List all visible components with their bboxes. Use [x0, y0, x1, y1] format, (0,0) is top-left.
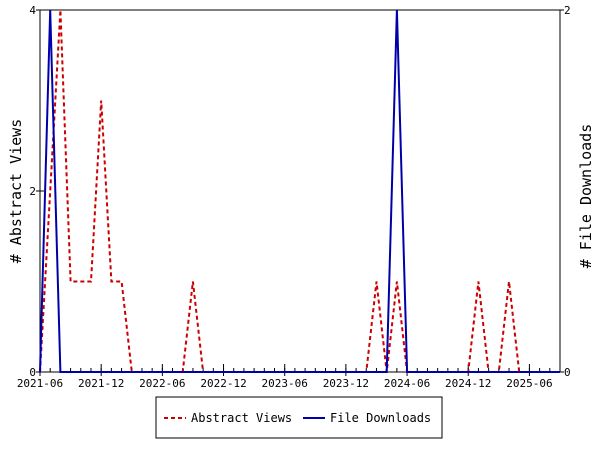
y-left-tick-label: 0 — [29, 366, 36, 379]
legend-box — [155, 396, 443, 439]
y-left-tick-label: 2 — [29, 185, 36, 198]
x-tick-label: 2022-12 — [200, 377, 246, 390]
x-tick-label: 2023-12 — [323, 377, 369, 390]
x-tick-label: 2024-06 — [384, 377, 430, 390]
plot-area — [39, 9, 561, 373]
y-left-tick-label: 4 — [29, 4, 36, 17]
tick-labels: 2021-06 2021-12 2022-06 2022-12 2023-06 2023-… — [17, 4, 571, 390]
x-tick-label: 2021-06 — [17, 377, 63, 390]
legend-label-abstract-views: Abstract Views — [191, 411, 292, 425]
x-tick-label: 2022-06 — [139, 377, 185, 390]
y-right-tick-label: 2 — [564, 4, 571, 17]
legend: Abstract Views File Downloads — [155, 396, 443, 439]
y-axis-label: # Abstract Views — [7, 119, 25, 264]
series-line-file-downloads — [39, 9, 560, 373]
series-line-abstract-views — [39, 9, 560, 373]
x-tick-label: 2021-12 — [78, 377, 124, 390]
x-tick-label: 2023-06 — [262, 377, 308, 390]
series-lines — [39, 9, 560, 373]
y-right-tick-label: 0 — [564, 366, 571, 379]
legend-label-file-downloads: File Downloads — [330, 411, 431, 425]
x-tick-label: 2024-12 — [445, 377, 491, 390]
y2-axis-label: # File Downloads — [577, 124, 595, 269]
x-tick-label: 2025-06 — [506, 377, 552, 390]
